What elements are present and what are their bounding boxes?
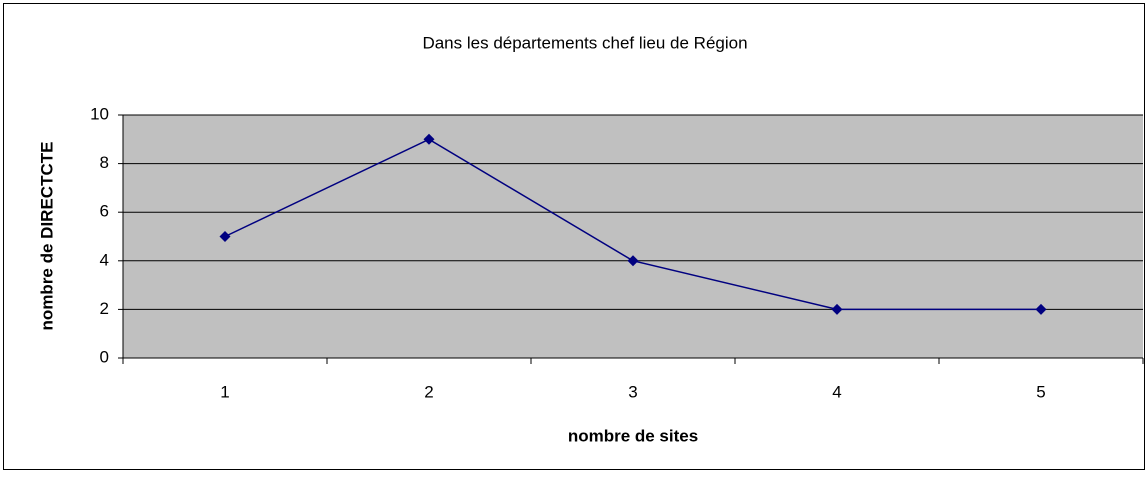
y-tick-label: 8	[100, 153, 109, 172]
y-tick-label: 0	[100, 347, 109, 366]
x-tick-label: 5	[1036, 382, 1045, 401]
x-tick-label: 3	[628, 382, 637, 401]
x-tick-label: 4	[832, 382, 841, 401]
x-tick-label: 2	[424, 382, 433, 401]
chart-title: Dans les départements chef lieu de Régio…	[422, 33, 747, 52]
y-tick-label: 2	[100, 299, 109, 318]
y-axis-label: nombre de DIRECTCTE	[37, 142, 56, 331]
data-marker	[219, 231, 231, 242]
data-marker	[627, 255, 639, 267]
data-marker	[831, 303, 843, 315]
x-axis-label: nombre de sites	[568, 426, 698, 445]
x-tick-label: 1	[220, 382, 229, 401]
y-tick-label: 6	[100, 202, 109, 221]
data-marker	[1035, 303, 1047, 315]
y-tick-label: 4	[100, 250, 109, 269]
data-marker	[423, 133, 435, 145]
y-tick-label: 10	[90, 104, 109, 123]
plot-area	[123, 115, 1143, 358]
